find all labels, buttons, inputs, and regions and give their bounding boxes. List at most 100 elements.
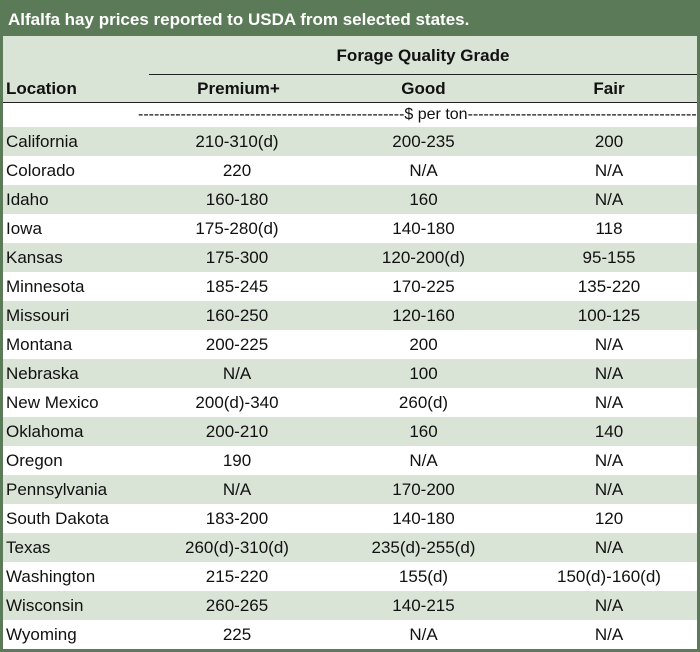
table-row: Wisconsin 260-265 140-215 N/A: [3, 591, 697, 620]
table-row: Idaho 160-180 160 N/A: [3, 185, 697, 214]
cell-good: 140-180: [326, 504, 521, 533]
cell-premium: 220: [148, 156, 326, 185]
group-header-label: Forage Quality Grade: [336, 46, 510, 65]
group-header-rule: [149, 74, 697, 75]
cell-premium: 175-300: [148, 243, 326, 272]
cell-fair: 118: [521, 214, 697, 243]
cell-location: Montana: [3, 330, 148, 359]
cell-fair: N/A: [521, 475, 697, 504]
cell-location: Kansas: [3, 243, 148, 272]
cell-good: 200-235: [326, 127, 521, 156]
table-row: Pennsylvania N/A 170-200 N/A: [3, 475, 697, 504]
cell-location: Nebraska: [3, 359, 148, 388]
cell-location: Oregon: [3, 446, 148, 475]
column-header-premium: Premium+: [197, 79, 280, 98]
cell-fair: N/A: [521, 359, 697, 388]
cell-location: Pennsylvania: [3, 475, 148, 504]
cell-location: New Mexico: [3, 388, 148, 417]
cell-location: Colorado: [3, 156, 148, 185]
cell-fair: N/A: [521, 533, 697, 562]
table-row: Wyoming 225 N/A N/A: [3, 620, 697, 649]
column-header-fair: Fair: [593, 79, 625, 98]
table-row: Kansas 175-300 120-200(d) 95-155: [3, 243, 697, 272]
cell-fair: N/A: [521, 185, 697, 214]
cell-fair: 150(d)-160(d): [521, 562, 697, 591]
unit-row: ----------------------------------------…: [3, 102, 697, 127]
cell-good: 170-200: [326, 475, 521, 504]
cell-premium: 200-225: [148, 330, 326, 359]
cell-location: Idaho: [3, 185, 148, 214]
cell-premium: 210-310(d): [148, 127, 326, 156]
table-row: Minnesota 185-245 170-225 135-220: [3, 272, 697, 301]
cell-good: N/A: [326, 620, 521, 649]
table-row: Nebraska N/A 100 N/A: [3, 359, 697, 388]
cell-fair: 95-155: [521, 243, 697, 272]
cell-location: Minnesota: [3, 272, 148, 301]
table-row: Oregon 190 N/A N/A: [3, 446, 697, 475]
cell-good: 120-160: [326, 301, 521, 330]
price-table: California 210-310(d) 200-235 200 Colorado 22…: [3, 127, 697, 649]
cell-premium: 190: [148, 446, 326, 475]
cell-premium: N/A: [148, 359, 326, 388]
table-row: California 210-310(d) 200-235 200: [3, 127, 697, 156]
cell-good: N/A: [326, 156, 521, 185]
table-title: Alfalfa hay prices reported to USDA from…: [3, 3, 697, 36]
cell-fair: 140: [521, 417, 697, 446]
cell-premium: 185-245: [148, 272, 326, 301]
cell-premium: 160-180: [148, 185, 326, 214]
column-header-good: Good: [401, 79, 446, 98]
cell-premium: 260(d)-310(d): [148, 533, 326, 562]
cell-premium: 183-200: [148, 504, 326, 533]
table-row: Oklahoma 200-210 160 140: [3, 417, 697, 446]
cell-location: Texas: [3, 533, 148, 562]
column-header-location: Location: [6, 79, 77, 98]
cell-good: 100: [326, 359, 521, 388]
cell-good: 160: [326, 185, 521, 214]
cell-premium: 200-210: [148, 417, 326, 446]
cell-premium: N/A: [148, 475, 326, 504]
table-header: Forage Quality Grade Location Premium+ G…: [3, 36, 697, 102]
table-row: Iowa 175-280(d) 140-180 118: [3, 214, 697, 243]
cell-fair: 100-125: [521, 301, 697, 330]
table-row: New Mexico 200(d)-340 260(d) N/A: [3, 388, 697, 417]
cell-good: 200: [326, 330, 521, 359]
cell-good: 235(d)-255(d): [326, 533, 521, 562]
table-row: Montana 200-225 200 N/A: [3, 330, 697, 359]
cell-location: Wyoming: [3, 620, 148, 649]
cell-fair: N/A: [521, 591, 697, 620]
cell-fair: 135-220: [521, 272, 697, 301]
cell-location: California: [3, 127, 148, 156]
cell-premium: 200(d)-340: [148, 388, 326, 417]
cell-good: 170-225: [326, 272, 521, 301]
table-row: Washington 215-220 155(d) 150(d)-160(d): [3, 562, 697, 591]
cell-location: Wisconsin: [3, 591, 148, 620]
cell-premium: 260-265: [148, 591, 326, 620]
cell-fair: N/A: [521, 446, 697, 475]
cell-fair: N/A: [521, 156, 697, 185]
cell-location: Missouri: [3, 301, 148, 330]
cell-good: 120-200(d): [326, 243, 521, 272]
cell-location: South Dakota: [3, 504, 148, 533]
cell-good: 155(d): [326, 562, 521, 591]
table-row: Texas 260(d)-310(d) 235(d)-255(d) N/A: [3, 533, 697, 562]
table-row: Colorado 220 N/A N/A: [3, 156, 697, 185]
cell-good: 260(d): [326, 388, 521, 417]
cell-premium: 175-280(d): [148, 214, 326, 243]
cell-location: Iowa: [3, 214, 148, 243]
cell-good: 160: [326, 417, 521, 446]
table-row: South Dakota 183-200 140-180 120: [3, 504, 697, 533]
cell-premium: 160-250: [148, 301, 326, 330]
cell-fair: N/A: [521, 620, 697, 649]
table-row: Missouri 160-250 120-160 100-125: [3, 301, 697, 330]
cell-fair: N/A: [521, 330, 697, 359]
cell-premium: 225: [148, 620, 326, 649]
cell-premium: 215-220: [148, 562, 326, 591]
cell-fair: N/A: [521, 388, 697, 417]
cell-location: Oklahoma: [3, 417, 148, 446]
cell-fair: 200: [521, 127, 697, 156]
cell-location: Washington: [3, 562, 148, 591]
price-table-body: California 210-310(d) 200-235 200 Colorado 22…: [3, 127, 697, 649]
cell-good: N/A: [326, 446, 521, 475]
cell-good: 140-215: [326, 591, 521, 620]
